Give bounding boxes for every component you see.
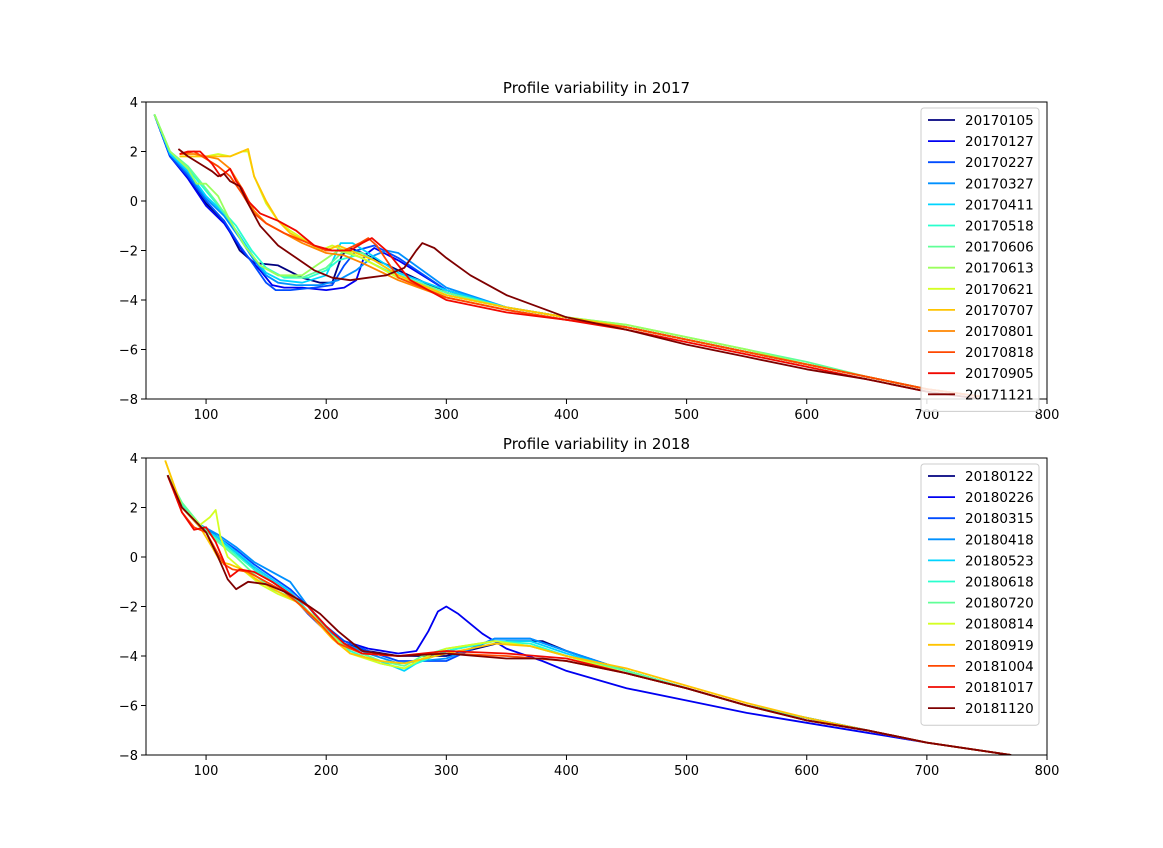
x-tick-label: 200: [314, 408, 339, 423]
series-line-20180919: [164, 460, 1012, 755]
legend: 20170105 20170127 20170227 20170327 20170411…: [920, 107, 1040, 412]
series-group: [153, 114, 982, 399]
x-tick-label: 400: [554, 764, 579, 779]
y-tick-label: 4: [130, 96, 138, 111]
legend-label: 20170801: [965, 324, 1034, 340]
legend-label: 20180418: [965, 532, 1034, 548]
series-line-20181004: [166, 474, 1012, 755]
legend-label: 20181017: [965, 680, 1034, 696]
legend-label: 20180523: [965, 553, 1034, 569]
legend-label: 20170707: [965, 303, 1034, 319]
series-line-20170227: [153, 114, 982, 398]
series-line-20181120: [166, 474, 1012, 755]
legend-label: 20180814: [965, 617, 1034, 633]
series-line-20171121: [177, 148, 982, 399]
y-tick-label: −6: [119, 700, 138, 715]
series-line-20180315: [166, 474, 1012, 755]
legend-label: 20170411: [965, 197, 1034, 213]
series-line-20180122: [166, 474, 1012, 755]
legend-label: 20180919: [965, 638, 1034, 654]
series-line-20170621: [179, 150, 982, 398]
chart-panel-2: 100 200 300 400 500 600 700 800 −8 −6 −4 −2 0 2 4 Profi…: [119, 435, 1060, 779]
y-tick-label: 0: [130, 195, 138, 210]
y-tick-label: −8: [119, 749, 138, 764]
legend-label: 20170905: [965, 366, 1034, 382]
legend-label: 20170606: [965, 240, 1034, 256]
legend-label: 20180226: [965, 490, 1034, 506]
legend-label: 20170327: [965, 176, 1034, 192]
series-line-20170818: [179, 150, 982, 398]
series-line-20170411: [153, 114, 982, 398]
x-tick-label: 800: [1035, 408, 1060, 423]
series-line-20180720: [166, 474, 1012, 755]
x-tick-label: 600: [794, 408, 819, 423]
plot-frame: [145, 101, 1048, 400]
series-line-20180618: [166, 474, 1012, 755]
series-line-20180523: [166, 474, 1012, 755]
series-line-20180814: [164, 460, 1012, 755]
x-tick-label: 100: [194, 764, 219, 779]
y-tick-label: −8: [119, 393, 138, 408]
y-tick-label: −2: [119, 245, 138, 260]
plot-frame: [145, 457, 1048, 756]
legend-label: 20171121: [965, 387, 1034, 403]
legend-label: 20170518: [965, 219, 1034, 235]
legend-label: 20181004: [965, 659, 1034, 675]
x-tick-label: 100: [194, 408, 219, 423]
legend-label: 20180122: [965, 469, 1034, 485]
x-tick-label: 500: [674, 764, 699, 779]
x-tick-label: 700: [914, 764, 939, 779]
series-line-20180418: [166, 474, 1012, 755]
y-tick-label: 2: [130, 502, 138, 517]
series-line-20170105: [153, 114, 982, 398]
series-line-20170606: [153, 114, 982, 398]
y-tick-label: 0: [130, 551, 138, 566]
chart-title: Profile variability in 2018: [503, 435, 690, 453]
legend: 20180122 20180226 20180315 20180418 20180523…: [920, 463, 1040, 726]
legend-label: 20181120: [965, 701, 1034, 717]
legend-label: 20170613: [965, 261, 1034, 277]
y-tick-label: −4: [119, 294, 138, 309]
chart-title: Profile variability in 2017: [503, 79, 690, 97]
legend-label: 20180618: [965, 575, 1034, 591]
y-tick-label: −4: [119, 650, 138, 665]
legend-label: 20170227: [965, 155, 1034, 171]
series-group: [164, 460, 1012, 755]
y-tick-label: −2: [119, 601, 138, 616]
series-line-20170327: [153, 114, 982, 398]
legend-label: 20170818: [965, 345, 1034, 361]
series-line-20180226: [166, 474, 1012, 755]
series-line-20170707: [179, 148, 982, 398]
y-tick-label: 4: [130, 452, 138, 467]
x-tick-label: 300: [434, 764, 459, 779]
x-tick-label: 400: [554, 408, 579, 423]
series-line-20170518: [153, 114, 982, 398]
series-line-20170127: [153, 114, 982, 398]
legend-label: 20180315: [965, 511, 1034, 527]
legend-label: 20180720: [965, 596, 1034, 612]
x-tick-label: 300: [434, 408, 459, 423]
legend-label: 20170621: [965, 282, 1034, 298]
x-tick-label: 600: [794, 764, 819, 779]
legend-box: [920, 463, 1040, 726]
legend-label: 20170127: [965, 134, 1034, 150]
x-tick-label: 200: [314, 764, 339, 779]
series-line-20181017: [166, 474, 1012, 755]
x-tick-label: 500: [674, 408, 699, 423]
legend-label: 20170105: [965, 113, 1034, 129]
y-tick-label: −6: [119, 344, 138, 359]
chart-panel-1: 100 200 300 400 500 600 700 800−8−6−4−2024Profi…: [119, 79, 1060, 423]
series-line-20170905: [179, 150, 982, 399]
x-tick-label: 800: [1035, 764, 1060, 779]
y-tick-label: 2: [130, 146, 138, 161]
series-line-20170613: [153, 114, 982, 398]
